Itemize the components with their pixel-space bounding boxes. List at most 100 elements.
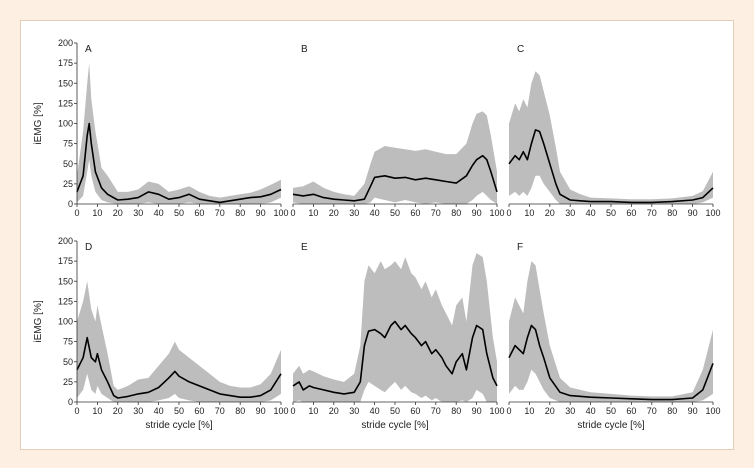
x-tick-label: 10: [524, 406, 534, 416]
panel-c: 0 10 20 30 40 50 60 70 80 90 100 C: [506, 44, 720, 218]
x-tick-label: 20: [113, 406, 123, 416]
y-tick-label: 75: [63, 139, 73, 149]
x-tick-label: 20: [545, 406, 555, 416]
mean-line: [76, 336, 282, 399]
y-tick-label: 100: [58, 119, 73, 129]
x-tick-label: 90: [688, 208, 698, 218]
panel-label: C: [517, 44, 524, 55]
sd-band: [509, 71, 713, 204]
mean-line: [76, 122, 282, 204]
x-tick-label: 60: [626, 208, 636, 218]
mean-line: [292, 154, 498, 202]
x-tick-label: 0: [506, 208, 511, 218]
x-tick-label: 60: [410, 406, 420, 416]
x-tick-label: 50: [174, 208, 184, 218]
x-tick-label: 60: [194, 406, 204, 416]
mean-line: [292, 320, 498, 395]
x-tick-label: 60: [410, 208, 420, 218]
panel-a: 0 10 20 30 40 50 60 70 80 90 100 0 25 50 75 100 125 150 17…: [33, 38, 289, 218]
y-tick-label: 75: [63, 337, 73, 347]
y-tick-label: 0: [68, 397, 73, 407]
y-tick-label: 0: [68, 199, 73, 209]
x-tick-label: 90: [688, 406, 698, 416]
y-axis-label: iEMG [%]: [33, 300, 44, 342]
x-tick-label: 30: [133, 406, 143, 416]
y-tick-label: 175: [58, 256, 73, 266]
x-tick-label: 80: [235, 208, 245, 218]
panel-d: 0 10 20 30 40 50 60 70 80 90 100 0 25 50 75 100 125 150 17…: [33, 236, 289, 431]
x-tick-label: 90: [472, 208, 482, 218]
x-tick-label: 40: [586, 406, 596, 416]
x-tick-label: 30: [565, 208, 575, 218]
x-tick-label: 70: [647, 406, 657, 416]
x-axis-label: stride cycle [%]: [361, 420, 428, 431]
x-axis-label: stride cycle [%]: [145, 420, 212, 431]
y-tick-label: 100: [58, 317, 73, 327]
x-tick-label: 0: [74, 406, 79, 416]
x-tick-label: 30: [349, 406, 359, 416]
y-tick-label: 175: [58, 58, 73, 68]
y-tick-label: 125: [58, 98, 73, 108]
x-tick-label: 80: [667, 208, 677, 218]
sd-band: [77, 63, 281, 204]
sd-band: [293, 111, 497, 204]
x-tick-label: 100: [489, 208, 504, 218]
x-tick-label: 30: [565, 406, 575, 416]
x-tick-label: 100: [705, 406, 720, 416]
x-tick-label: 90: [256, 406, 266, 416]
sd-band: [77, 281, 281, 402]
x-tick-label: 40: [154, 208, 164, 218]
y-tick-label: 200: [58, 38, 73, 48]
x-tick-label: 30: [133, 208, 143, 218]
mean-line: [508, 324, 714, 401]
y-tick-label: 200: [58, 236, 73, 246]
x-tick-label: 50: [390, 406, 400, 416]
x-tick-label: 0: [506, 406, 511, 416]
panel-e: 0 10 20 30 40 50 60 70 80 90 100 stride cycle [%] E: [290, 242, 504, 431]
y-tick-label: 50: [63, 357, 73, 367]
panel-b: 0 10 20 30 40 50 60 70 80 90 100 B: [290, 44, 504, 218]
sd-band: [509, 261, 713, 402]
sd-band: [293, 253, 497, 402]
x-tick-label: 70: [215, 406, 225, 416]
panel-label: F: [517, 242, 523, 253]
x-tick-label: 70: [431, 406, 441, 416]
x-tick-label: 80: [451, 208, 461, 218]
x-tick-label: 50: [390, 208, 400, 218]
y-tick-label: 150: [58, 78, 73, 88]
x-tick-label: 100: [705, 208, 720, 218]
x-tick-label: 40: [586, 208, 596, 218]
x-tick-label: 90: [256, 208, 266, 218]
x-tick-label: 80: [667, 406, 677, 416]
x-tick-label: 0: [290, 208, 295, 218]
y-tick-label: 25: [63, 377, 73, 387]
x-tick-label: 100: [273, 208, 288, 218]
panel-f: 0 10 20 30 40 50 60 70 80 90 100 stride cycle [%] F: [506, 242, 720, 431]
figure-frame: 0 10 20 30 40 50 60 70 80 90 100 0 25 50 75 100 125 150 17…: [20, 20, 734, 450]
x-tick-label: 0: [74, 208, 79, 218]
x-tick-label: 20: [113, 208, 123, 218]
x-tick-label: 40: [370, 406, 380, 416]
x-tick-label: 100: [273, 406, 288, 416]
panel-label: A: [85, 44, 92, 55]
x-tick-label: 20: [329, 208, 339, 218]
panel-label: E: [301, 242, 308, 253]
x-tick-label: 50: [606, 208, 616, 218]
x-tick-label: 50: [606, 406, 616, 416]
x-tick-label: 80: [451, 406, 461, 416]
y-tick-label: 150: [58, 276, 73, 286]
x-tick-label: 0: [290, 406, 295, 416]
mean-line: [508, 129, 714, 204]
panel-label: B: [301, 44, 308, 55]
x-tick-label: 60: [194, 208, 204, 218]
y-tick-label: 50: [63, 159, 73, 169]
x-tick-label: 40: [370, 208, 380, 218]
x-axis-label: stride cycle [%]: [577, 420, 644, 431]
x-tick-label: 80: [235, 406, 245, 416]
x-tick-label: 10: [92, 406, 102, 416]
x-tick-label: 20: [545, 208, 555, 218]
y-tick-label: 25: [63, 179, 73, 189]
x-tick-label: 10: [524, 208, 534, 218]
x-tick-label: 40: [154, 406, 164, 416]
x-tick-label: 10: [308, 406, 318, 416]
